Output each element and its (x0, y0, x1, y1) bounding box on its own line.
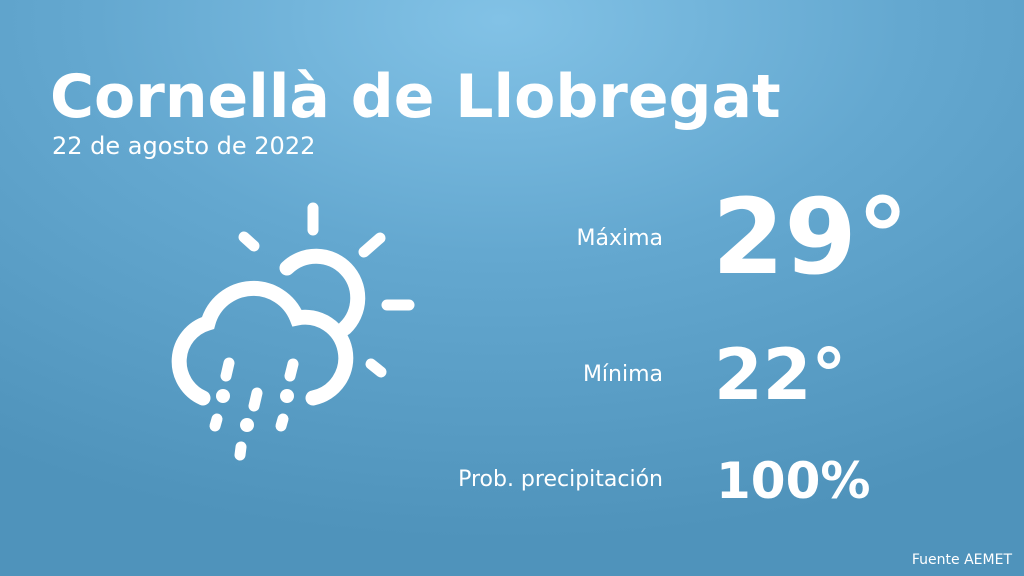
rain-drops (209, 357, 299, 461)
forecast-date: 22 de agosto de 2022 (52, 132, 316, 160)
source-credit: Fuente AEMET (911, 552, 1012, 568)
min-label: Mínima (582, 362, 663, 387)
location-title: Cornellà de Llobregat (50, 62, 781, 132)
precip-label: Prob. precipitación (458, 467, 663, 492)
min-value: 22° (714, 334, 847, 416)
sun-arc (279, 248, 366, 336)
sun-rays (238, 202, 415, 378)
max-label: Máxima (576, 226, 663, 251)
hail-dots (216, 389, 294, 432)
precip-value: 100% (716, 452, 871, 510)
cloud (171, 280, 354, 406)
max-value: 29° (712, 176, 909, 298)
